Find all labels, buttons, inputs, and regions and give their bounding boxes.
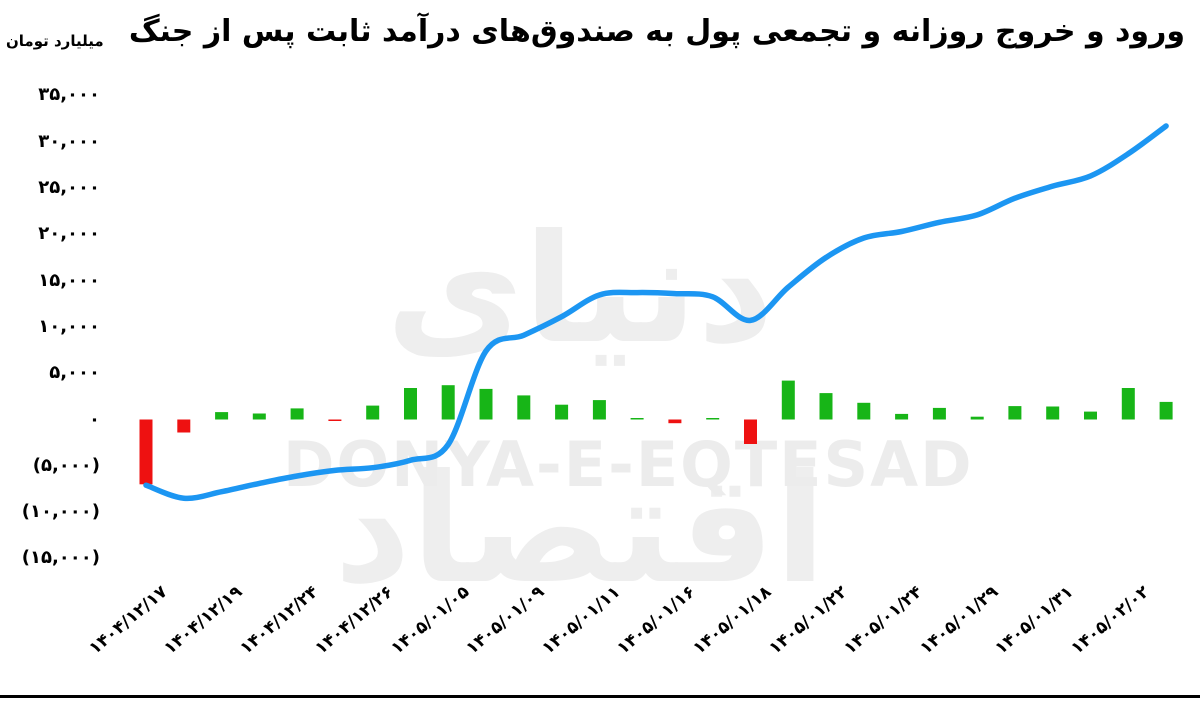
outflow-bar <box>139 419 153 485</box>
y-axis-unit-label: میلیارد تومان <box>6 32 104 50</box>
bottom-border-line <box>0 695 1200 698</box>
inflow-bar <box>970 416 984 420</box>
y-axis-tick-label: ۳۰,۰۰۰ <box>38 130 100 152</box>
inflow-bar <box>932 407 946 420</box>
inflow-bar <box>517 395 531 420</box>
outflow-bar <box>328 419 342 421</box>
inflow-bar <box>555 404 569 420</box>
inflow-bar <box>1084 411 1097 420</box>
cumulative-flow-line <box>143 123 1169 502</box>
inflow-bar <box>290 408 304 420</box>
inflow-bar <box>706 418 720 420</box>
y-axis-tick-label: ۲۰,۰۰۰ <box>38 223 100 245</box>
inflow-bar <box>895 413 909 420</box>
y-axis-tick-label: ۱۰,۰۰۰ <box>38 315 100 337</box>
inflow-bar <box>1046 406 1060 420</box>
y-axis-tick-label: (۱۵,۰۰۰) <box>21 547 100 569</box>
outflow-bar <box>177 419 191 433</box>
inflow-bar <box>781 380 795 420</box>
inflow-bar <box>215 412 229 420</box>
outflow-bar <box>744 419 757 444</box>
inflow-bar <box>441 385 455 420</box>
inflow-bar <box>252 413 266 420</box>
inflow-bar <box>1121 388 1135 420</box>
inflow-bar <box>404 388 417 420</box>
y-axis-tick-label: ۳۵,۰۰۰ <box>38 84 100 106</box>
outflow-bar <box>668 419 682 424</box>
y-axis-tick-label: ۵,۰۰۰ <box>49 362 100 384</box>
inflow-bar <box>819 393 833 420</box>
inflow-bar <box>1008 406 1022 420</box>
inflow-bar <box>479 388 493 420</box>
inflow-bar <box>857 402 871 420</box>
y-axis-tick-label: (۱۰,۰۰۰) <box>21 501 100 523</box>
inflow-bar <box>592 400 606 420</box>
inflow-bar <box>366 405 380 420</box>
inflow-bar <box>1159 401 1173 420</box>
y-axis-tick-label: (۵,۰۰۰) <box>32 454 100 476</box>
y-axis-tick-label: ۲۵,۰۰۰ <box>38 177 100 198</box>
chart-title: ورود و خروج روزانه و تجمعی پول به صندوق‌… <box>128 14 1185 49</box>
y-axis-tick-label: ۰ <box>89 408 100 430</box>
y-axis-tick-label: ۱۵,۰۰۰ <box>38 269 100 291</box>
inflow-bar <box>630 418 644 420</box>
